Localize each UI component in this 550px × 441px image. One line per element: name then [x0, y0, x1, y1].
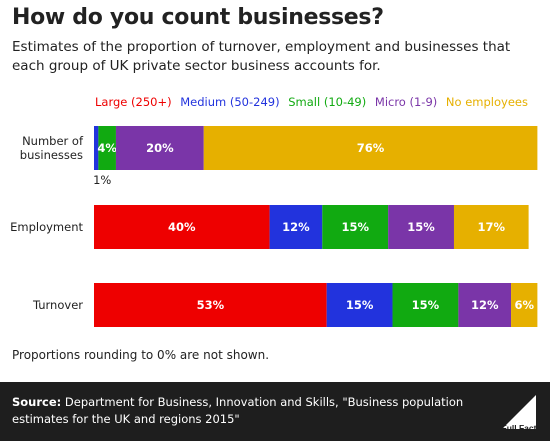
legend-item-small: Small (10-49)	[288, 95, 367, 109]
data-label: 20%	[146, 141, 174, 155]
bar-segment-medium	[326, 283, 393, 327]
data-label: 4%	[97, 141, 117, 155]
category-label: Employment	[10, 220, 83, 234]
bar-segment-small	[322, 205, 389, 249]
data-label: 76%	[357, 141, 385, 155]
bar-segment-medium	[269, 205, 323, 249]
legend-item-medium: Medium (50-249)	[180, 95, 280, 109]
legend: Large (250+) Medium (50-249) Small (10-4…	[95, 95, 533, 109]
source-label: Source:	[12, 395, 62, 409]
bar-segment-none	[511, 283, 538, 327]
rounding-note: Proportions rounding to 0% are not shown…	[12, 348, 270, 362]
logo-text: Full Fact	[502, 423, 537, 433]
bar-segment-none	[453, 205, 529, 249]
legend-item-no-employees: No employees	[445, 95, 528, 109]
legend-item-micro: Micro (1-9)	[374, 95, 438, 109]
source-citation: Department for Business, Innovation and …	[12, 395, 464, 426]
data-label: 12%	[471, 298, 499, 312]
data-label: 15%	[346, 298, 374, 312]
full-fact-logo: Full Fact	[502, 395, 537, 433]
footer: Source: Department for Business, Innovat…	[0, 382, 550, 441]
bar-segment-small	[98, 126, 116, 170]
category-label: Turnover	[32, 298, 83, 312]
bar-segment-large	[94, 205, 270, 249]
data-label: 15%	[341, 220, 369, 234]
legend-item-large: Large (250+)	[95, 95, 172, 109]
source-text: Source: Department for Business, Innovat…	[12, 394, 482, 428]
bar-segment-large	[94, 283, 327, 327]
data-label: 40%	[168, 220, 196, 234]
bar-segment-small	[392, 283, 459, 327]
bar-segment-micro	[388, 205, 454, 249]
bar-segment-micro	[458, 283, 512, 327]
stacked-bar-chart: Number of businesses 1% 4% 20% 76% Employment 4…	[10, 126, 538, 327]
data-label: 15%	[407, 220, 435, 234]
data-label: 17%	[478, 220, 506, 234]
bar-segment-medium	[94, 126, 99, 170]
bar-segment-none	[203, 126, 538, 170]
data-label: 1%	[93, 173, 111, 187]
chart-title: How do you count businesses?	[12, 5, 384, 30]
data-label: 53%	[197, 298, 225, 312]
data-label: 12%	[282, 220, 310, 234]
data-label: 15%	[412, 298, 440, 312]
chart-subtitle: Estimates of the proportion of turnover,…	[12, 39, 511, 74]
data-label: 6%	[514, 298, 534, 312]
bar-segment-micro	[115, 126, 204, 170]
category-label: Number of businesses	[20, 134, 84, 162]
